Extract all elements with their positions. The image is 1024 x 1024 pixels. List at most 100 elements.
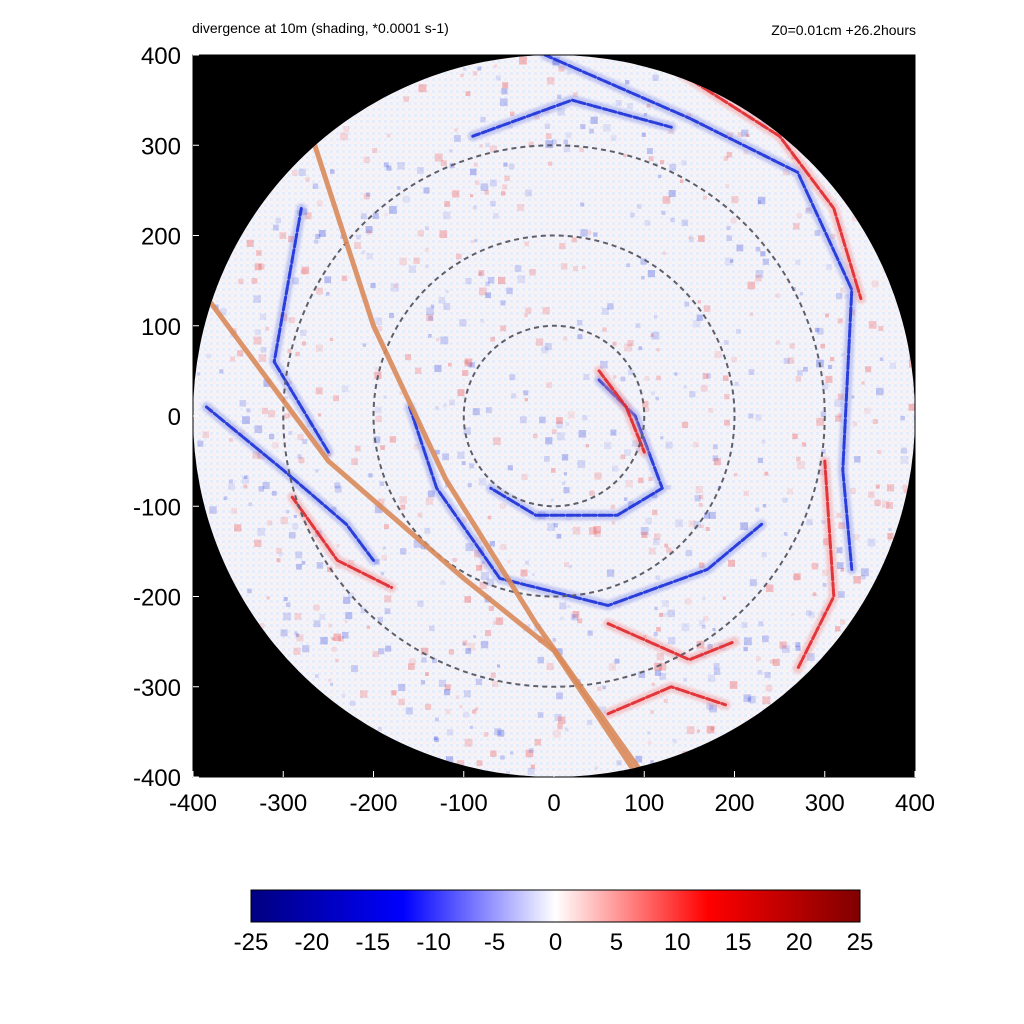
field-cell (853, 534, 860, 541)
field-cell (615, 100, 622, 107)
field-cell (852, 421, 858, 427)
field-cell (315, 674, 319, 678)
field-cell (821, 519, 826, 524)
field-cell (445, 756, 454, 764)
field-cell (651, 331, 660, 340)
field-cell (693, 520, 701, 529)
convergence-band (543, 55, 854, 571)
field-cell (559, 602, 567, 610)
field-cell (623, 153, 627, 158)
field-cell (741, 129, 749, 137)
field-cell (272, 224, 279, 231)
field-cell (478, 477, 487, 486)
field-cell (834, 399, 843, 407)
field-cell (315, 344, 323, 352)
field-cell (593, 525, 601, 534)
field-cell (902, 484, 908, 490)
field-cell (485, 281, 490, 287)
field-cell (654, 533, 661, 540)
field-cell (793, 223, 800, 230)
field-cell (747, 697, 751, 701)
field-cell (796, 461, 805, 470)
colorbar-tick-label: 20 (786, 929, 813, 956)
field-cell (655, 396, 659, 401)
field-cell (335, 658, 339, 663)
divergence-band (597, 369, 646, 454)
field-cell (502, 82, 509, 89)
field-cell (743, 637, 752, 646)
field-cell (552, 729, 561, 738)
field-cell (747, 281, 756, 290)
field-cell (851, 395, 855, 399)
field-cell (243, 484, 248, 489)
field-cell (583, 374, 590, 380)
field-cell (828, 364, 833, 370)
field-cell (333, 395, 339, 402)
field-cell (705, 526, 710, 531)
field-cell (749, 579, 757, 587)
field-cell (651, 683, 655, 687)
field-cell (603, 124, 611, 132)
field-cell (635, 323, 641, 329)
field-cell (714, 351, 722, 359)
field-cell (662, 251, 666, 255)
field-cell (912, 389, 915, 394)
field-cell (318, 229, 326, 237)
colorbar-tick-label: -25 (234, 929, 269, 956)
field-cell (424, 264, 429, 269)
field-cell (611, 520, 616, 525)
field-cell (535, 338, 544, 346)
field-cell (681, 623, 690, 632)
field-cell (700, 524, 704, 528)
field-cell (793, 573, 800, 581)
field-cell (653, 632, 658, 637)
field-cell (492, 621, 496, 625)
field-cell (550, 468, 556, 473)
y-tick-label: 200 (141, 224, 181, 251)
field-cell (302, 439, 308, 445)
field-cell (755, 414, 762, 421)
field-cell (725, 184, 730, 188)
field-cell (343, 596, 351, 604)
field-cell (256, 250, 262, 256)
field-cell (476, 760, 483, 766)
field-cell (354, 242, 361, 249)
field-cell (288, 317, 295, 324)
field-cell (320, 428, 324, 433)
field-cell (877, 449, 882, 454)
field-cell (254, 539, 262, 547)
field-cell (349, 700, 356, 706)
field-cell (426, 307, 434, 316)
field-cell (380, 445, 385, 450)
field-cell (686, 726, 695, 735)
colorbar (250, 889, 861, 923)
field-cell (803, 366, 808, 372)
field-cell (610, 504, 616, 510)
field-cell (762, 503, 767, 508)
field-cell (736, 328, 741, 334)
convergence-band (205, 405, 375, 562)
field-cell (292, 523, 299, 530)
field-cell (343, 126, 350, 132)
field-cell (524, 313, 528, 318)
field-cell (651, 509, 658, 516)
field-cell (438, 296, 446, 304)
field-cell (641, 531, 648, 538)
field-cell (783, 532, 788, 536)
field-cell (391, 690, 397, 695)
field-cell (588, 527, 597, 535)
field-cell (435, 406, 439, 410)
field-cell (662, 612, 667, 617)
field-cell (293, 514, 297, 518)
colorbar-tick-label: 25 (847, 929, 874, 956)
field-cell (765, 684, 773, 692)
field-cell (501, 88, 509, 95)
field-cell (507, 559, 511, 564)
field-cell (806, 519, 813, 526)
field-cell (202, 431, 210, 438)
field-cell (697, 300, 701, 304)
field-cell (537, 712, 544, 718)
field-cell (287, 348, 292, 353)
field-cell (313, 604, 320, 611)
field-cell (487, 277, 495, 284)
